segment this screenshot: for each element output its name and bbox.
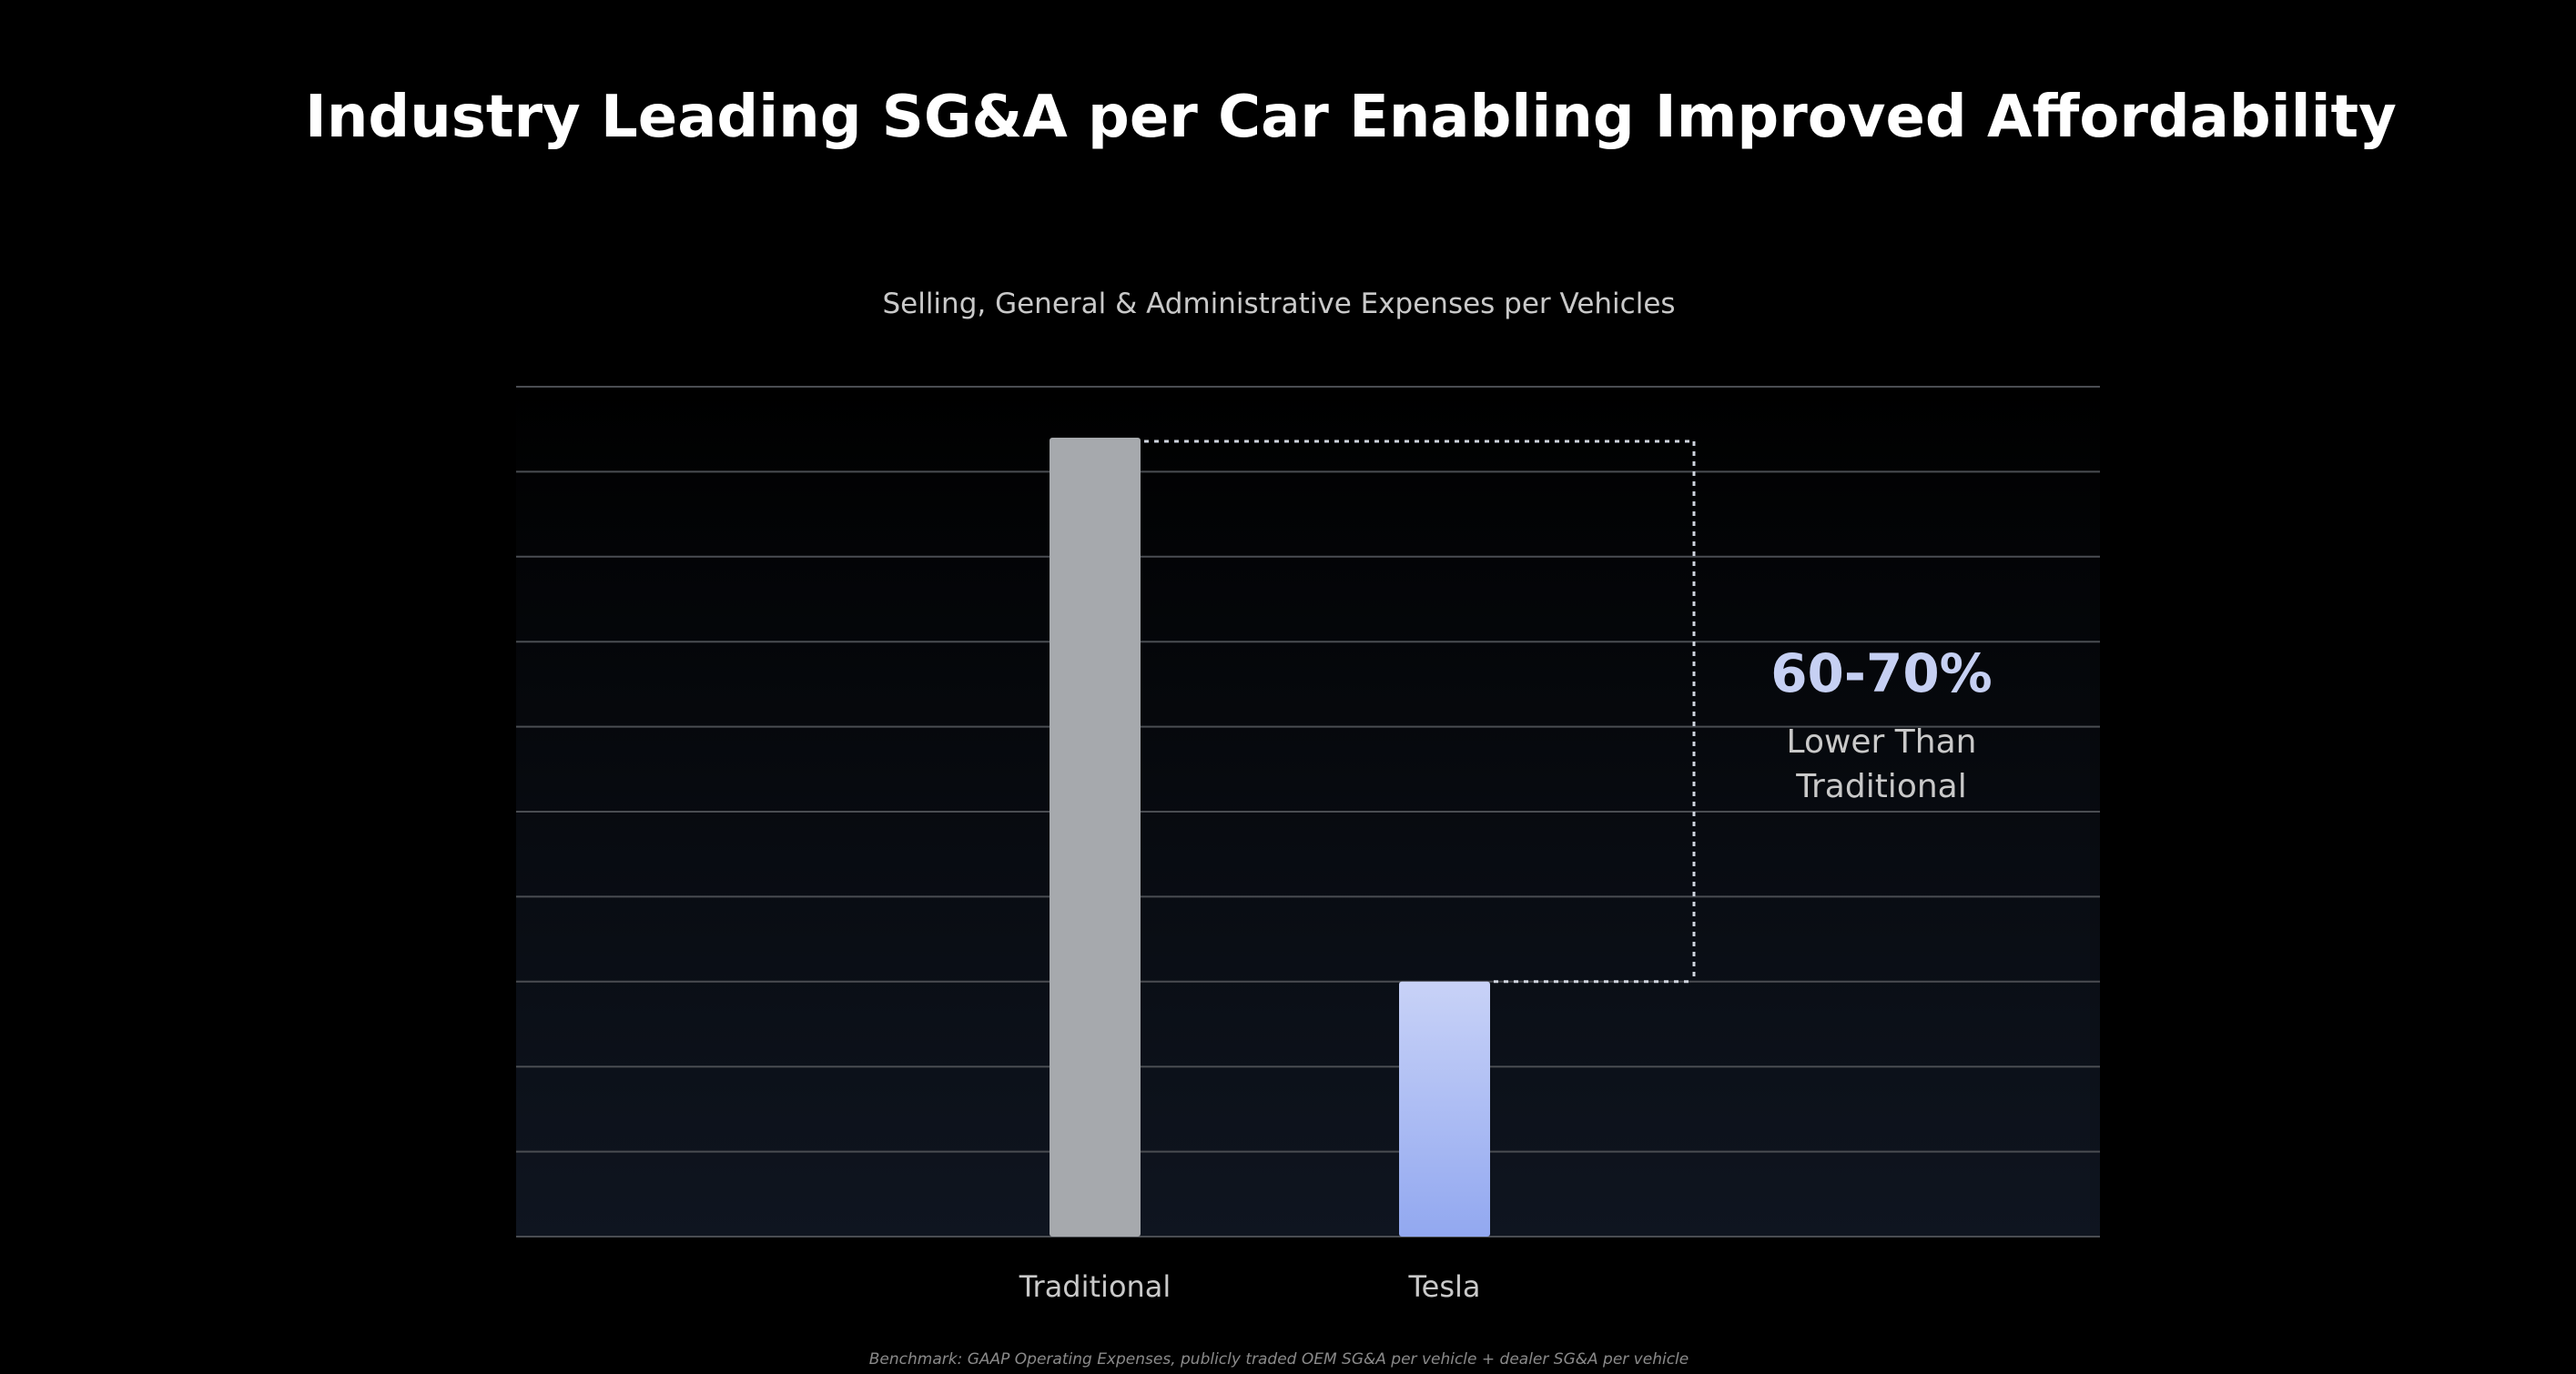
annotation-connector xyxy=(1144,439,1696,984)
page-title: Industry Leading SG&A per Car Enabling I… xyxy=(305,84,2397,151)
footnote: Benchmark: GAAP Operating Expenses, publ… xyxy=(868,1350,1689,1369)
bar-traditional xyxy=(1050,438,1141,1237)
category-label-tesla: Tesla xyxy=(1408,1269,1481,1304)
category-labels: Traditional Tesla xyxy=(1019,1269,1481,1304)
chart-title: Selling, General & Administrative Expens… xyxy=(882,288,1676,320)
category-label-traditional: Traditional xyxy=(1019,1269,1171,1304)
bar-tesla xyxy=(1399,981,1490,1237)
annotation-text-line2: Traditional xyxy=(1795,768,1966,805)
annotation: 60-70% Lower Than Traditional xyxy=(1770,642,1993,805)
gridlines xyxy=(516,386,2100,1238)
bars xyxy=(1050,438,1490,1237)
annotation-value: 60-70% xyxy=(1770,642,1993,704)
annotation-text-line1: Lower Than xyxy=(1787,723,1977,761)
